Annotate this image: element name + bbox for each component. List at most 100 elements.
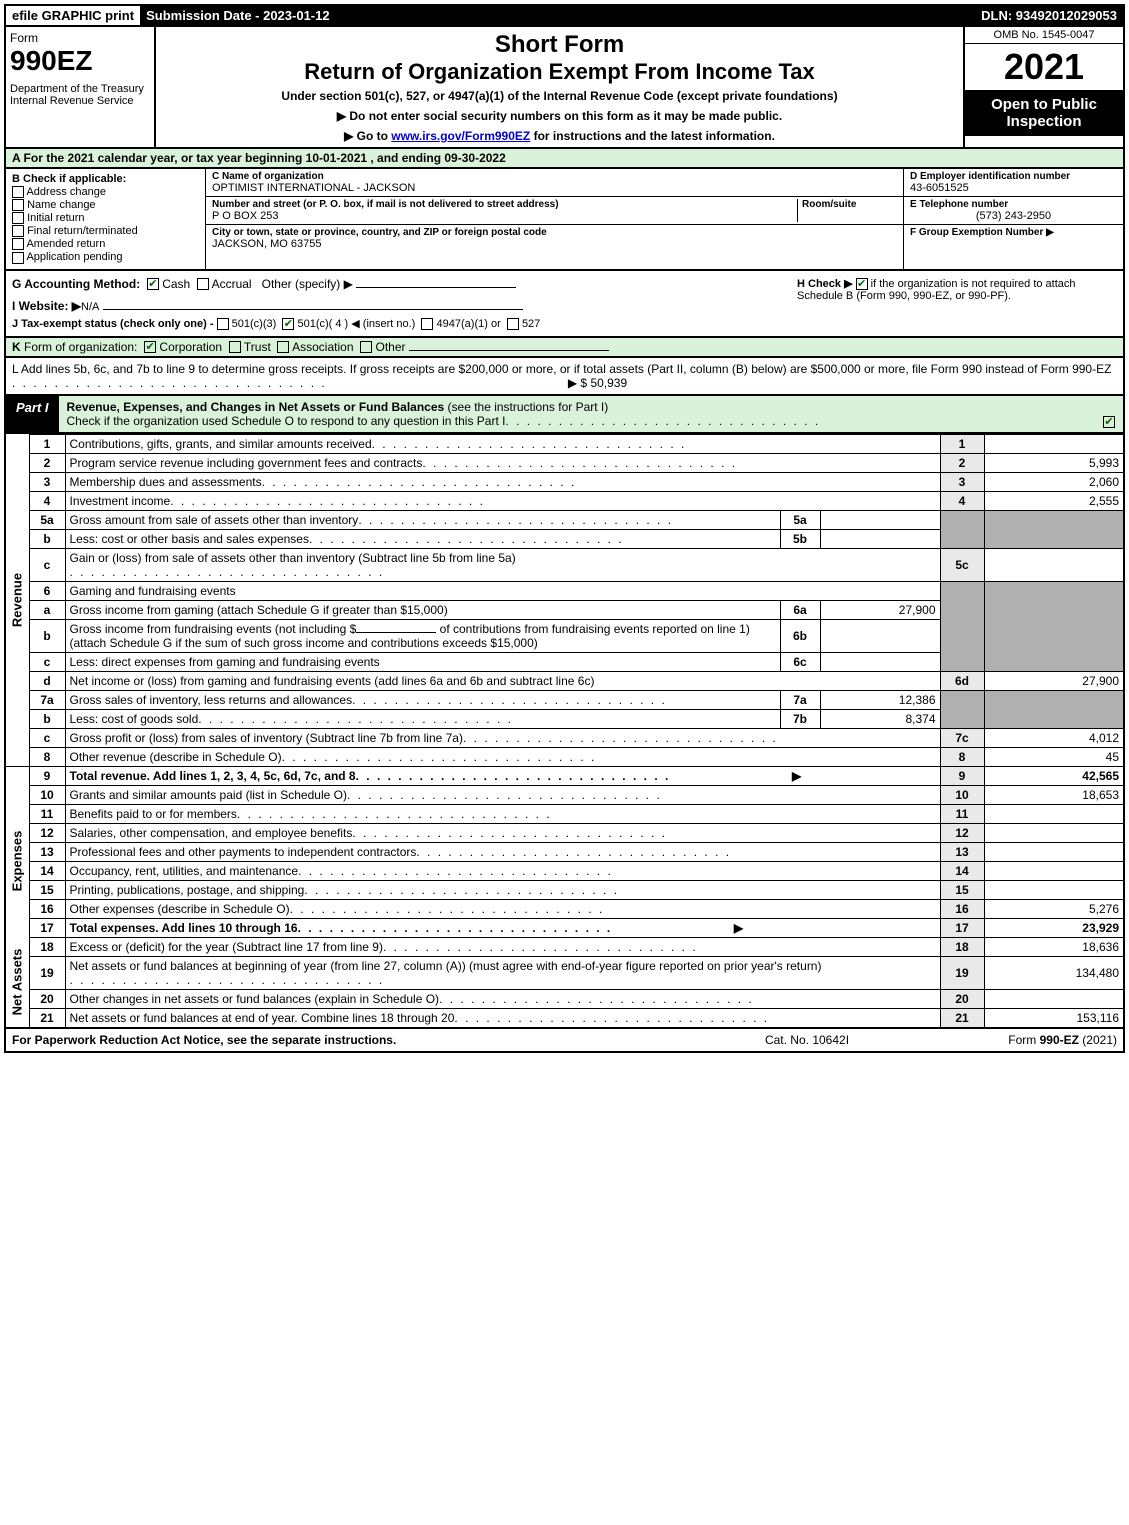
footer-left: For Paperwork Reduction Act Notice, see … (12, 1033, 697, 1047)
l7c-amt: 4,012 (984, 728, 1124, 747)
omb-number: OMB No. 1545-0047 (965, 27, 1123, 44)
l5b-sl: 5b (780, 529, 820, 548)
l7ab-shade-amt (984, 690, 1124, 728)
tax-year: 2021 (965, 44, 1123, 90)
l19-num: 19 (29, 956, 65, 989)
l7a-num: 7a (29, 690, 65, 709)
l6a-sv: 27,900 (820, 600, 940, 619)
city-cell: City or town, state or province, country… (206, 225, 903, 252)
chk-501c3[interactable] (217, 318, 229, 330)
chk-trust[interactable] (229, 341, 241, 353)
l8-lab: 8 (940, 747, 984, 766)
l8-amt: 45 (984, 747, 1124, 766)
street-label: Number and street (or P. O. box, if mail… (212, 199, 797, 210)
l20-desc: Other changes in net assets or fund bala… (65, 989, 940, 1008)
l7c-desc: Gross profit or (loss) from sales of inv… (65, 728, 940, 747)
l17-desc: Total expenses. Add lines 10 through 16 … (65, 918, 940, 937)
l5a-desc: Gross amount from sale of assets other t… (65, 510, 780, 529)
l5a-num: 5a (29, 510, 65, 529)
phone-cell: E Telephone number (573) 243-2950 (904, 197, 1123, 225)
l6b-sv (820, 619, 940, 652)
chk-accrual[interactable] (197, 278, 209, 290)
l6b-desc: Gross income from fundraising events (no… (65, 619, 780, 652)
main-title: Return of Organization Exempt From Incom… (164, 59, 955, 85)
l18-desc: Excess or (deficit) for the year (Subtra… (65, 937, 940, 956)
chk-schedule-o[interactable] (1103, 416, 1115, 428)
section-c: C Name of organization OPTIMIST INTERNAT… (206, 169, 903, 269)
l17-num: 17 (29, 918, 65, 937)
l8-num: 8 (29, 747, 65, 766)
street-value: P O BOX 253 (212, 210, 797, 222)
chk-cash[interactable] (147, 278, 159, 290)
l7ab-shade (940, 690, 984, 728)
l6d-lab: 6d (940, 671, 984, 690)
l5b-sv (820, 529, 940, 548)
header-left: Form 990EZ Department of the Treasury In… (6, 27, 156, 147)
chk-final-return[interactable]: Final return/terminated (12, 225, 199, 237)
l19-desc: Net assets or fund balances at beginning… (65, 956, 940, 989)
org-name: OPTIMIST INTERNATIONAL - JACKSON (212, 182, 897, 194)
group-exemption-cell: F Group Exemption Number ▶ (904, 225, 1123, 240)
l3-amt: 2,060 (984, 472, 1124, 491)
l1-lab: 1 (940, 434, 984, 453)
l4-desc: Investment income (65, 491, 940, 510)
header-right: OMB No. 1545-0047 2021 Open to Public In… (963, 27, 1123, 147)
l13-desc: Professional fees and other payments to … (65, 842, 940, 861)
l5c-lab: 5c (940, 548, 984, 581)
l17-lab: 17 (940, 918, 984, 937)
chk-4947[interactable] (421, 318, 433, 330)
l15-amt (984, 880, 1124, 899)
l5ab-shade (940, 510, 984, 548)
chk-527[interactable] (507, 318, 519, 330)
l10-amt: 18,653 (984, 785, 1124, 804)
irs-link[interactable]: www.irs.gov/Form990EZ (391, 129, 530, 143)
l11-amt (984, 804, 1124, 823)
l10-lab: 10 (940, 785, 984, 804)
chk-initial-return[interactable]: Initial return (12, 212, 199, 224)
l7b-sv: 8,374 (820, 709, 940, 728)
l6-num: 6 (29, 581, 65, 600)
l12-num: 12 (29, 823, 65, 842)
l6a-sl: 6a (780, 600, 820, 619)
i-website: I Website: ▶N/A (12, 299, 797, 313)
top-bar: efile GRAPHIC print Submission Date - 20… (4, 4, 1125, 27)
chk-corporation[interactable] (144, 341, 156, 353)
l20-lab: 20 (940, 989, 984, 1008)
part1-header: Part I Revenue, Expenses, and Changes in… (4, 396, 1125, 434)
chk-schedule-b[interactable] (856, 278, 868, 290)
l8-desc: Other revenue (describe in Schedule O) (65, 747, 940, 766)
l11-num: 11 (29, 804, 65, 823)
l-arrow: ▶ $ (568, 376, 587, 390)
l7c-lab: 7c (940, 728, 984, 747)
l5c-desc: Gain or (loss) from sale of assets other… (65, 548, 940, 581)
chk-association[interactable] (277, 341, 289, 353)
chk-501c[interactable] (282, 318, 294, 330)
l6d-desc: Net income or (loss) from gaming and fun… (65, 671, 940, 690)
l4-lab: 4 (940, 491, 984, 510)
side-expenses: Expenses (5, 785, 29, 937)
l17-amt: 23,929 (984, 918, 1124, 937)
chk-address-change[interactable]: Address change (12, 186, 199, 198)
form-number: 990EZ (10, 45, 150, 77)
efile-label[interactable]: efile GRAPHIC print (6, 6, 140, 25)
submission-date: Submission Date - 2023-01-12 (140, 6, 336, 25)
section-a: A For the 2021 calendar year, or tax yea… (4, 149, 1125, 169)
l15-lab: 15 (940, 880, 984, 899)
l7c-num: c (29, 728, 65, 747)
city-label: City or town, state or province, country… (212, 227, 897, 238)
l9-num: 9 (29, 766, 65, 785)
l21-amt: 153,116 (984, 1008, 1124, 1028)
l16-desc: Other expenses (describe in Schedule O) (65, 899, 940, 918)
b-header: B Check if applicable: (12, 173, 199, 185)
l15-num: 15 (29, 880, 65, 899)
l2-amt: 5,993 (984, 453, 1124, 472)
chk-name-change[interactable]: Name change (12, 199, 199, 211)
h-check: H Check ▶ if the organization is not req… (797, 277, 1117, 330)
l6abc-shade (940, 581, 984, 671)
l4-num: 4 (29, 491, 65, 510)
chk-application-pending[interactable]: Application pending (12, 251, 199, 263)
chk-other-org[interactable] (360, 341, 372, 353)
l13-amt (984, 842, 1124, 861)
chk-amended-return[interactable]: Amended return (12, 238, 199, 250)
l20-num: 20 (29, 989, 65, 1008)
